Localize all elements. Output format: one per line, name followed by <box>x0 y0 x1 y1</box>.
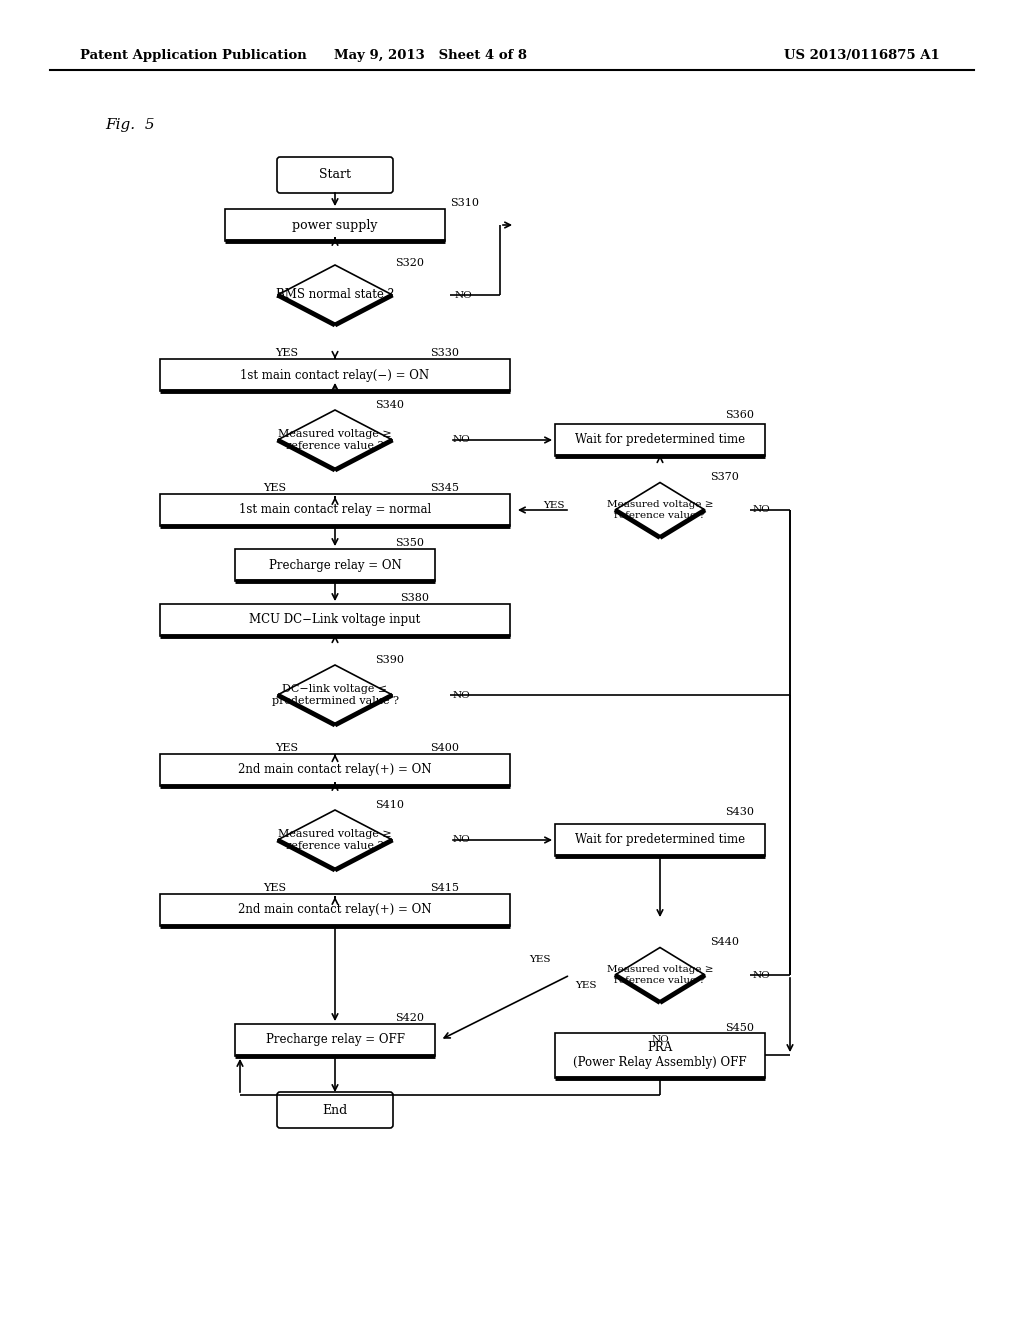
Text: Measured voltage ≥
reference value ?: Measured voltage ≥ reference value ? <box>279 829 392 851</box>
Text: YES: YES <box>275 348 298 358</box>
Text: YES: YES <box>529 956 551 965</box>
Bar <box>234 549 435 581</box>
Text: Start: Start <box>319 169 351 181</box>
Polygon shape <box>615 483 705 537</box>
Polygon shape <box>615 948 705 1002</box>
Bar <box>160 494 510 525</box>
Text: 2nd main contact relay(+) = ON: 2nd main contact relay(+) = ON <box>239 903 432 916</box>
Text: PRA
(Power Relay Assembly) OFF: PRA (Power Relay Assembly) OFF <box>573 1041 746 1069</box>
Text: Measured voltage ≥
reference value ?: Measured voltage ≥ reference value ? <box>607 965 714 985</box>
Text: NO: NO <box>753 506 771 515</box>
Text: US 2013/0116875 A1: US 2013/0116875 A1 <box>784 49 940 62</box>
Text: S320: S320 <box>395 257 424 268</box>
Text: S370: S370 <box>710 473 739 482</box>
Text: NO: NO <box>453 690 471 700</box>
Polygon shape <box>278 265 392 325</box>
FancyBboxPatch shape <box>278 157 393 193</box>
Text: Wait for predetermined time: Wait for predetermined time <box>574 833 745 846</box>
Text: End: End <box>323 1104 347 1117</box>
Text: YES: YES <box>544 500 565 510</box>
Bar <box>225 209 445 242</box>
Text: S415: S415 <box>430 883 459 894</box>
Text: NO: NO <box>651 1035 669 1044</box>
Text: DC−link voltage ≤
predetermined value ?: DC−link voltage ≤ predetermined value ? <box>271 684 398 706</box>
Text: S310: S310 <box>450 198 479 209</box>
FancyBboxPatch shape <box>278 1092 393 1129</box>
Text: YES: YES <box>263 883 286 894</box>
Text: 1st main contact relay = normal: 1st main contact relay = normal <box>239 503 431 516</box>
Text: YES: YES <box>575 981 597 990</box>
Text: S450: S450 <box>725 1023 754 1034</box>
Text: YES: YES <box>275 743 298 752</box>
Text: S440: S440 <box>710 937 739 946</box>
Text: NO: NO <box>753 970 771 979</box>
Text: Patent Application Publication: Patent Application Publication <box>80 49 307 62</box>
Bar <box>160 359 510 391</box>
Text: Wait for predetermined time: Wait for predetermined time <box>574 433 745 446</box>
Text: S420: S420 <box>395 1012 424 1023</box>
Text: power supply: power supply <box>292 219 378 231</box>
Bar <box>160 894 510 927</box>
Text: 1st main contact relay(−) = ON: 1st main contact relay(−) = ON <box>241 368 429 381</box>
Bar <box>234 1024 435 1056</box>
Text: NO: NO <box>453 436 471 445</box>
Text: S380: S380 <box>400 593 429 603</box>
Text: YES: YES <box>263 483 286 492</box>
Polygon shape <box>278 665 392 725</box>
Polygon shape <box>278 810 392 870</box>
Text: Measured voltage ≥
reference value ?: Measured voltage ≥ reference value ? <box>607 500 714 520</box>
Bar <box>555 824 765 855</box>
Text: S400: S400 <box>430 743 459 752</box>
Text: Measured voltage ≥
reference value ?: Measured voltage ≥ reference value ? <box>279 429 392 451</box>
Text: S360: S360 <box>725 411 754 420</box>
Text: S430: S430 <box>725 807 754 817</box>
Bar <box>555 1032 765 1077</box>
Text: Fig.  5: Fig. 5 <box>105 117 155 132</box>
Bar <box>555 424 765 455</box>
Text: May 9, 2013   Sheet 4 of 8: May 9, 2013 Sheet 4 of 8 <box>334 49 526 62</box>
Text: S345: S345 <box>430 483 459 492</box>
Bar <box>160 605 510 636</box>
Text: S410: S410 <box>375 800 404 810</box>
Polygon shape <box>278 411 392 470</box>
Text: NO: NO <box>453 836 471 845</box>
Text: Precharge relay = OFF: Precharge relay = OFF <box>265 1034 404 1047</box>
Text: S390: S390 <box>375 655 404 665</box>
Text: Precharge relay = ON: Precharge relay = ON <box>268 558 401 572</box>
Text: S340: S340 <box>375 400 404 411</box>
Text: MCU DC−Link voltage input: MCU DC−Link voltage input <box>250 614 421 627</box>
Text: S330: S330 <box>430 348 459 358</box>
Bar <box>160 754 510 785</box>
Text: 2nd main contact relay(+) = ON: 2nd main contact relay(+) = ON <box>239 763 432 776</box>
Text: BMS normal state ?: BMS normal state ? <box>276 289 394 301</box>
Text: NO: NO <box>455 290 473 300</box>
Text: S350: S350 <box>395 539 424 548</box>
